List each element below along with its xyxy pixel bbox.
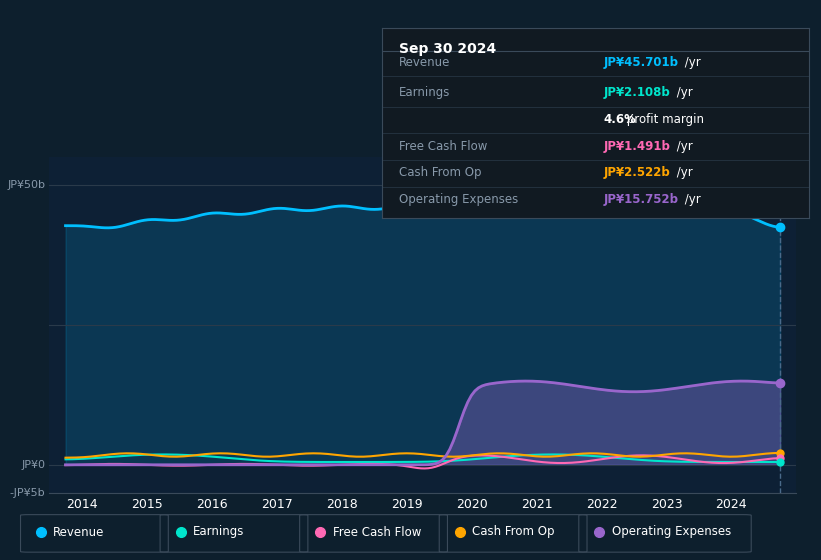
Text: Free Cash Flow: Free Cash Flow [333,525,421,539]
Text: profit margin: profit margin [623,113,704,126]
Text: Earnings: Earnings [193,525,245,539]
Text: Cash From Op: Cash From Op [472,525,554,539]
Text: Operating Expenses: Operating Expenses [612,525,731,539]
Text: JP¥2.108b: JP¥2.108b [603,86,671,99]
Text: /yr: /yr [681,56,700,69]
Text: /yr: /yr [673,139,693,152]
Text: Free Cash Flow: Free Cash Flow [399,139,487,152]
Text: JP¥1.491b: JP¥1.491b [603,139,671,152]
Text: Revenue: Revenue [399,56,450,69]
Text: /yr: /yr [681,193,700,206]
Text: JP¥45.701b: JP¥45.701b [603,56,679,69]
Text: Cash From Op: Cash From Op [399,166,481,179]
Text: JP¥15.752b: JP¥15.752b [603,193,679,206]
Text: JP¥0: JP¥0 [21,460,45,470]
Text: Revenue: Revenue [53,525,105,539]
Text: Sep 30 2024: Sep 30 2024 [399,43,496,57]
Text: JP¥50b: JP¥50b [7,180,45,190]
Text: /yr: /yr [673,86,693,99]
Text: Earnings: Earnings [399,86,450,99]
Text: Operating Expenses: Operating Expenses [399,193,518,206]
Text: JP¥2.522b: JP¥2.522b [603,166,671,179]
Text: /yr: /yr [673,166,693,179]
Text: 4.6%: 4.6% [603,113,636,126]
Text: -JP¥5b: -JP¥5b [10,488,45,498]
